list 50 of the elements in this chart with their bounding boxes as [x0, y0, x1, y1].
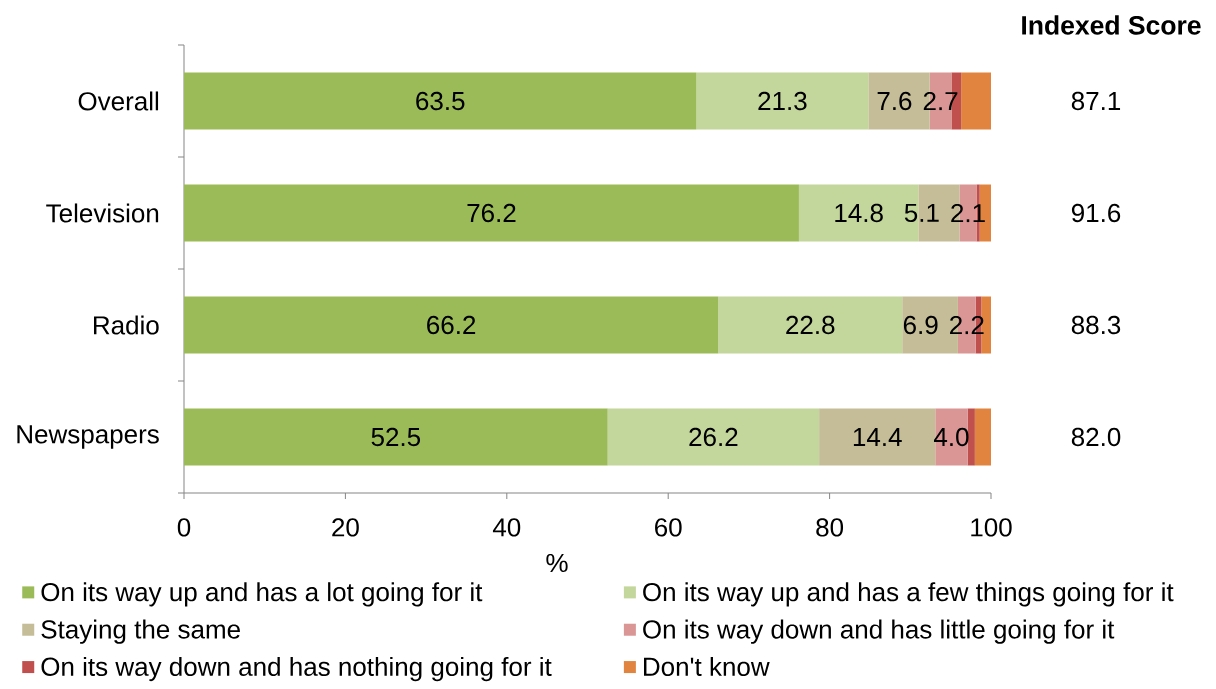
x-tick-label: 0 [177, 518, 191, 537]
bar [696, 72, 869, 130]
x-tick-label: 20 [332, 518, 359, 537]
data-label: 2.7 [923, 91, 958, 111]
legend-label: Staying the same [41, 619, 240, 644]
data-label: 66.2 [427, 315, 476, 335]
bar [974, 408, 991, 466]
bar [718, 296, 903, 354]
data-label: 14.4 [853, 428, 902, 446]
bar [184, 184, 799, 242]
data-label: 2.2 [950, 315, 984, 335]
data-label: 2.1 [951, 203, 985, 223]
bar [184, 296, 719, 354]
x-tick-label: 80 [816, 518, 844, 537]
legend-label: On its way down and has little going for it [643, 619, 1115, 644]
data-label: 63.5 [416, 91, 465, 111]
y-tick-label: Overall [78, 91, 159, 111]
x-axis-title: % [546, 553, 568, 573]
data-label: 22.8 [786, 315, 835, 335]
y-tick-label: Newspapers [17, 425, 159, 449]
x-tick-label: 100 [971, 518, 1012, 537]
bar [967, 408, 975, 466]
data-label: 52.5 [371, 427, 421, 447]
legend-label: On its way up and has a lot going for it [41, 582, 483, 607]
bar [607, 408, 820, 466]
data-label: 5.1 [904, 203, 939, 223]
bar [961, 72, 991, 130]
y-tick-label: Television [46, 203, 159, 223]
y-tick-label: Radio [94, 315, 159, 335]
data-label: 4.0 [933, 427, 969, 447]
x-tick-label: 60 [655, 518, 682, 537]
x-tick-label: 40 [492, 518, 521, 537]
legend-label: On its way up and has a few things going for it [643, 582, 1174, 607]
bar [184, 408, 608, 466]
legend-label: On its way down and has nothing going for it [41, 656, 552, 682]
data-label: 21.3 [758, 91, 807, 111]
text: 88.3 [1071, 315, 1121, 335]
bar [935, 408, 968, 466]
data-label: 14.8 [835, 203, 883, 223]
legend-label: Don't know [644, 656, 770, 676]
data-label: 76.2 [467, 203, 516, 223]
bar [819, 408, 936, 466]
data-label: 7.6 [877, 91, 912, 111]
text: 82.0 [1071, 427, 1121, 447]
text: Indexed Score [1022, 15, 1201, 35]
text: 87.1 [1071, 91, 1121, 111]
bar [184, 72, 697, 130]
text: 91.6 [1071, 203, 1121, 223]
data-label: 26.2 [689, 427, 738, 447]
data-label: 6.9 [903, 315, 938, 335]
